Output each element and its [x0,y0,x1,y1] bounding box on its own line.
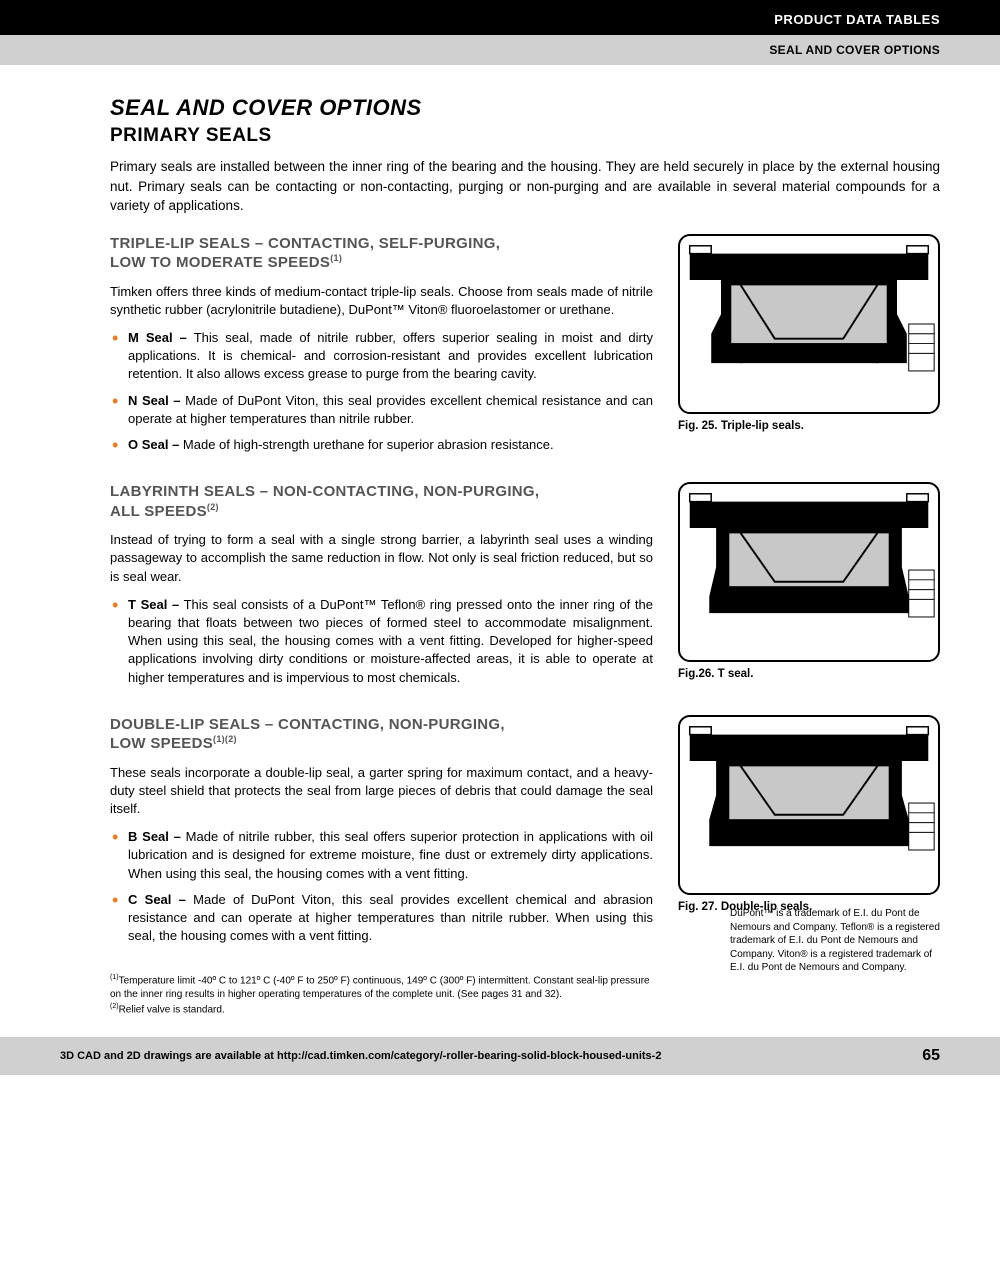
list-item: M Seal – This seal, made of nitrile rubb… [128,329,653,384]
bullet-text: Made of high-strength urethane for super… [179,437,553,452]
page-number: 65 [922,1047,940,1065]
bullet-text: Made of DuPont Viton, this seal provides… [128,892,653,943]
bullet-label: O Seal – [128,437,179,452]
list-item: C Seal – Made of DuPont Viton, this seal… [128,891,653,946]
footer-bar: 3D CAD and 2D drawings are available at … [0,1037,1000,1075]
figure-caption: Fig.26. T seal. [678,668,940,680]
seal-list: B Seal – Made of nitrile rubber, this se… [110,828,653,945]
header-black-text: PRODUCT DATA TABLES [774,12,940,27]
section-heading: DOUBLE-LIP SEALS – CONTACTING, NON-PURGI… [110,715,653,754]
section-labyrinth: LABYRINTH SEALS – NON-CONTACTING, NON-PU… [110,482,940,695]
heading-line-a: DOUBLE-LIP SEALS – CONTACTING, NON-PURGI… [110,716,505,733]
heading-sup: (1)(2) [213,734,237,744]
section-triple-lip: TRIPLE-LIP SEALS – CONTACTING, SELF-PURG… [110,234,940,463]
list-item: B Seal – Made of nitrile rubber, this se… [128,828,653,883]
header-black-bar: PRODUCT DATA TABLES [0,0,1000,35]
footnote-1: (1)Temperature limit -40º C to 121º C (-… [110,973,660,1001]
bullet-label: M Seal – [128,330,187,345]
section-heading: LABYRINTH SEALS – NON-CONTACTING, NON-PU… [110,482,653,521]
section-body: These seals incorporate a double-lip sea… [110,764,653,819]
footnote-2: (2)Relief valve is standard. [110,1002,660,1017]
footnotes: (1)Temperature limit -40º C to 121º C (-… [110,973,940,1016]
heading-line-a: TRIPLE-LIP SEALS – CONTACTING, SELF-PURG… [110,235,500,252]
section-body: Timken offers three kinds of medium-cont… [110,283,653,319]
heading-line-b: LOW TO MODERATE SPEEDS [110,254,330,271]
bullet-text: This seal consists of a DuPont™ Teflon® … [128,597,653,685]
heading-line-a: LABYRINTH SEALS – NON-CONTACTING, NON-PU… [110,483,539,500]
figure-25 [678,234,940,414]
figure-27 [678,715,940,895]
bullet-label: N Seal – [128,393,181,408]
list-item: T Seal – This seal consists of a DuPont™… [128,596,653,687]
bullet-label: C Seal – [128,892,186,907]
heading-sup: (1) [330,253,342,263]
footer-text: 3D CAD and 2D drawings are available at … [60,1050,661,1062]
bullet-text: Made of nitrile rubber, this seal offers… [128,829,653,880]
page-subtitle: PRIMARY SEALS [110,125,940,147]
header-gray-bar: SEAL AND COVER OPTIONS [0,35,1000,65]
page-title: SEAL AND COVER OPTIONS [110,95,940,121]
figure-26 [678,482,940,662]
trademark-note: DuPont™ is a trademark of E.I. du Pont d… [730,907,940,975]
list-item: N Seal – Made of DuPont Viton, this seal… [128,392,653,428]
bullet-text: This seal, made of nitrile rubber, offer… [128,330,653,381]
bullet-label: T Seal – [128,597,179,612]
bullet-text: Made of DuPont Viton, this seal provides… [128,393,653,426]
page-content: SEAL AND COVER OPTIONS PRIMARY SEALS Pri… [0,65,1000,1037]
figure-caption: Fig. 25. Triple-lip seals. [678,420,940,432]
bullet-label: B Seal – [128,829,181,844]
heading-line-b: LOW SPEEDS [110,735,213,752]
intro-paragraph: Primary seals are installed between the … [110,157,940,216]
header-gray-text: SEAL AND COVER OPTIONS [769,43,940,57]
list-item: O Seal – Made of high-strength urethane … [128,436,653,454]
heading-line-b: ALL SPEEDS [110,503,207,520]
heading-sup: (2) [207,502,219,512]
seal-list: T Seal – This seal consists of a DuPont™… [110,596,653,687]
seal-list: M Seal – This seal, made of nitrile rubb… [110,329,653,454]
section-heading: TRIPLE-LIP SEALS – CONTACTING, SELF-PURG… [110,234,653,273]
section-body: Instead of trying to form a seal with a … [110,531,653,586]
